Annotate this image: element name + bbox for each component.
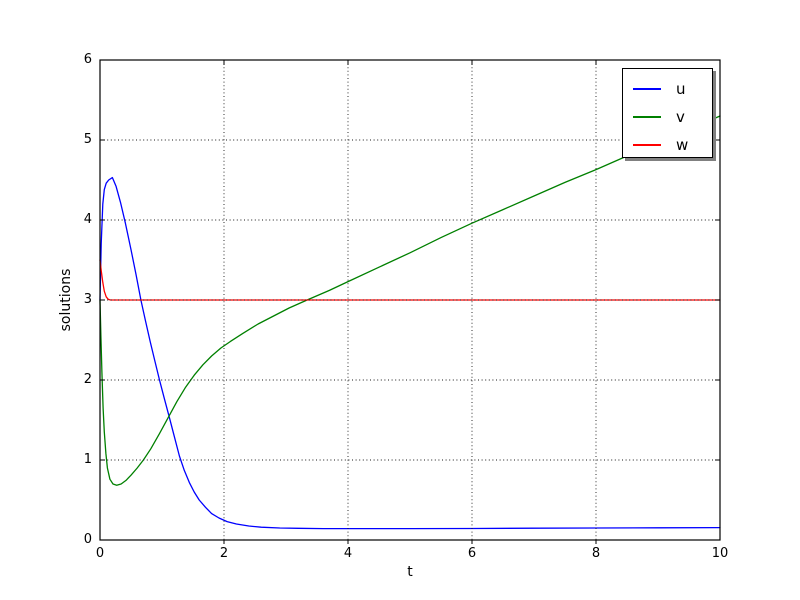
legend-line-sample-v bbox=[633, 116, 661, 118]
x-tick-label: 0 bbox=[95, 546, 105, 561]
series-lines bbox=[99, 115, 721, 530]
y-tick-label: 0 bbox=[83, 532, 92, 547]
series-line-v bbox=[99, 115, 721, 486]
x-tick-label: 2 bbox=[219, 546, 229, 561]
x-tick-label: 10 bbox=[711, 546, 729, 561]
x-tick-label: 4 bbox=[343, 546, 353, 561]
tick-marks bbox=[100, 60, 720, 544]
y-axis-label: solutions bbox=[58, 268, 74, 332]
y-tick-label: 4 bbox=[83, 212, 92, 227]
legend-entry-u: u bbox=[633, 76, 712, 102]
x-tick-label: 8 bbox=[591, 546, 601, 561]
axes-frame bbox=[99, 59, 721, 541]
legend-label-v: v bbox=[676, 107, 685, 126]
y-tick-label: 1 bbox=[83, 452, 92, 467]
legend-line-sample-u bbox=[633, 88, 661, 90]
legend-label-u: u bbox=[676, 79, 686, 98]
series-line-u bbox=[99, 176, 721, 530]
series-line-w bbox=[99, 259, 721, 301]
y-tick-label: 3 bbox=[83, 292, 92, 307]
x-tick-label: 6 bbox=[467, 546, 477, 561]
y-tick-label: 5 bbox=[83, 132, 92, 147]
legend-label-w: w bbox=[676, 135, 689, 154]
y-tick-label: 6 bbox=[83, 52, 92, 67]
gridlines bbox=[100, 60, 720, 540]
legend-entry-w: w bbox=[633, 132, 712, 158]
x-axis-label: t bbox=[407, 564, 413, 580]
y-tick-label: 2 bbox=[83, 372, 92, 387]
legend-line-sample-w bbox=[633, 144, 661, 146]
legend-entry-v: v bbox=[633, 104, 712, 130]
legend: u v w bbox=[622, 68, 713, 158]
